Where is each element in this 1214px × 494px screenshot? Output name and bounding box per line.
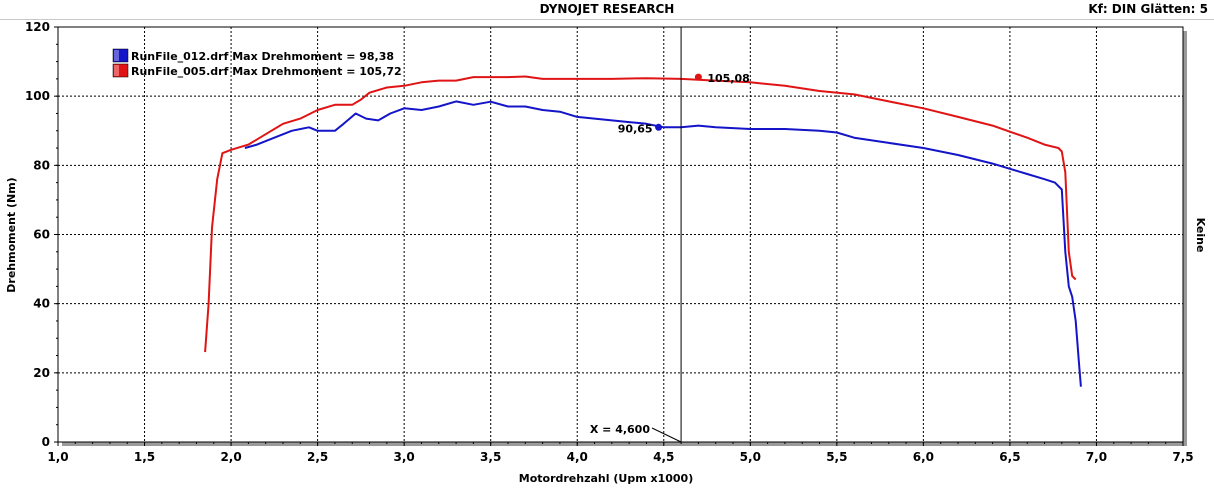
legend-swatch-highlight <box>114 50 119 61</box>
legend-entry-1: RunFile_012.drf Max Drehmoment = 98,38 <box>131 50 394 63</box>
legend-swatch-1 <box>112 48 129 63</box>
x-tick-label: 1,0 <box>47 450 68 464</box>
x-tick-label: 5,0 <box>740 450 761 464</box>
x-tick-label: 5,5 <box>826 450 847 464</box>
x-tick-label: 3,5 <box>480 450 501 464</box>
header-settings-readout: Kf: DIN Glätten: 5 <box>1088 2 1208 16</box>
y-tick-label: 40 <box>33 297 50 311</box>
chart-header-title: DYNOJET RESEARCH <box>539 2 675 16</box>
x-tick-label: 7,5 <box>1172 450 1193 464</box>
cursor-label: X = 4,600 <box>590 423 650 436</box>
y-tick-label: 120 <box>25 20 50 34</box>
legend-swatch-highlight <box>114 65 119 76</box>
cursor-label-leader <box>651 427 682 443</box>
y-tick-label: 80 <box>33 158 50 172</box>
overlay-group: RunFile_012.drf Max Drehmoment = 98,38 Ru… <box>112 27 682 443</box>
x-tick-label: 2,0 <box>220 450 241 464</box>
x-tick-label: 1,5 <box>134 450 155 464</box>
right-axis-label: Keine <box>1194 218 1207 253</box>
x-tick-label: 4,0 <box>567 450 588 464</box>
legend-entry-2: RunFile_005.drf Max Drehmoment = 105,72 <box>131 65 402 78</box>
series-marker-1 <box>655 123 663 131</box>
legend-swatch-2 <box>112 63 129 78</box>
x-tick-label: 4,5 <box>653 450 674 464</box>
series-group: 90,65 105,08 <box>204 72 1082 387</box>
y-tick-label: 0 <box>42 435 50 449</box>
x-tick-label: 6,5 <box>999 450 1020 464</box>
y-tick-label: 60 <box>33 228 50 242</box>
y-tick-label: 100 <box>25 89 50 103</box>
series-marker-2 <box>694 73 702 81</box>
x-tick-label: 7,0 <box>1086 450 1107 464</box>
y-axis-title: Drehmoment (Nm) <box>5 177 18 292</box>
series-marker-label-2: 105,08 <box>707 72 749 85</box>
series-line-1 <box>244 100 1082 387</box>
x-tick-label: 2,5 <box>307 450 328 464</box>
y-tick-label: 20 <box>33 366 50 380</box>
series-marker-label-1: 90,65 <box>618 122 653 135</box>
header-divider <box>0 19 1214 20</box>
axis-ticks: 1,0 1,5 2,0 2,5 3,0 3,5 4,0 4,5 5,0 5,5 6,0 6,5 7,0 7… <box>25 20 1194 464</box>
series-line-2 <box>204 75 1077 353</box>
x-axis-title: Motordrehzahl (Upm x1000) <box>519 472 693 485</box>
legend: RunFile_012.drf Max Drehmoment = 98,38 Ru… <box>112 48 402 78</box>
x-tick-label: 6,0 <box>913 450 934 464</box>
x-tick-label: 3,0 <box>394 450 415 464</box>
